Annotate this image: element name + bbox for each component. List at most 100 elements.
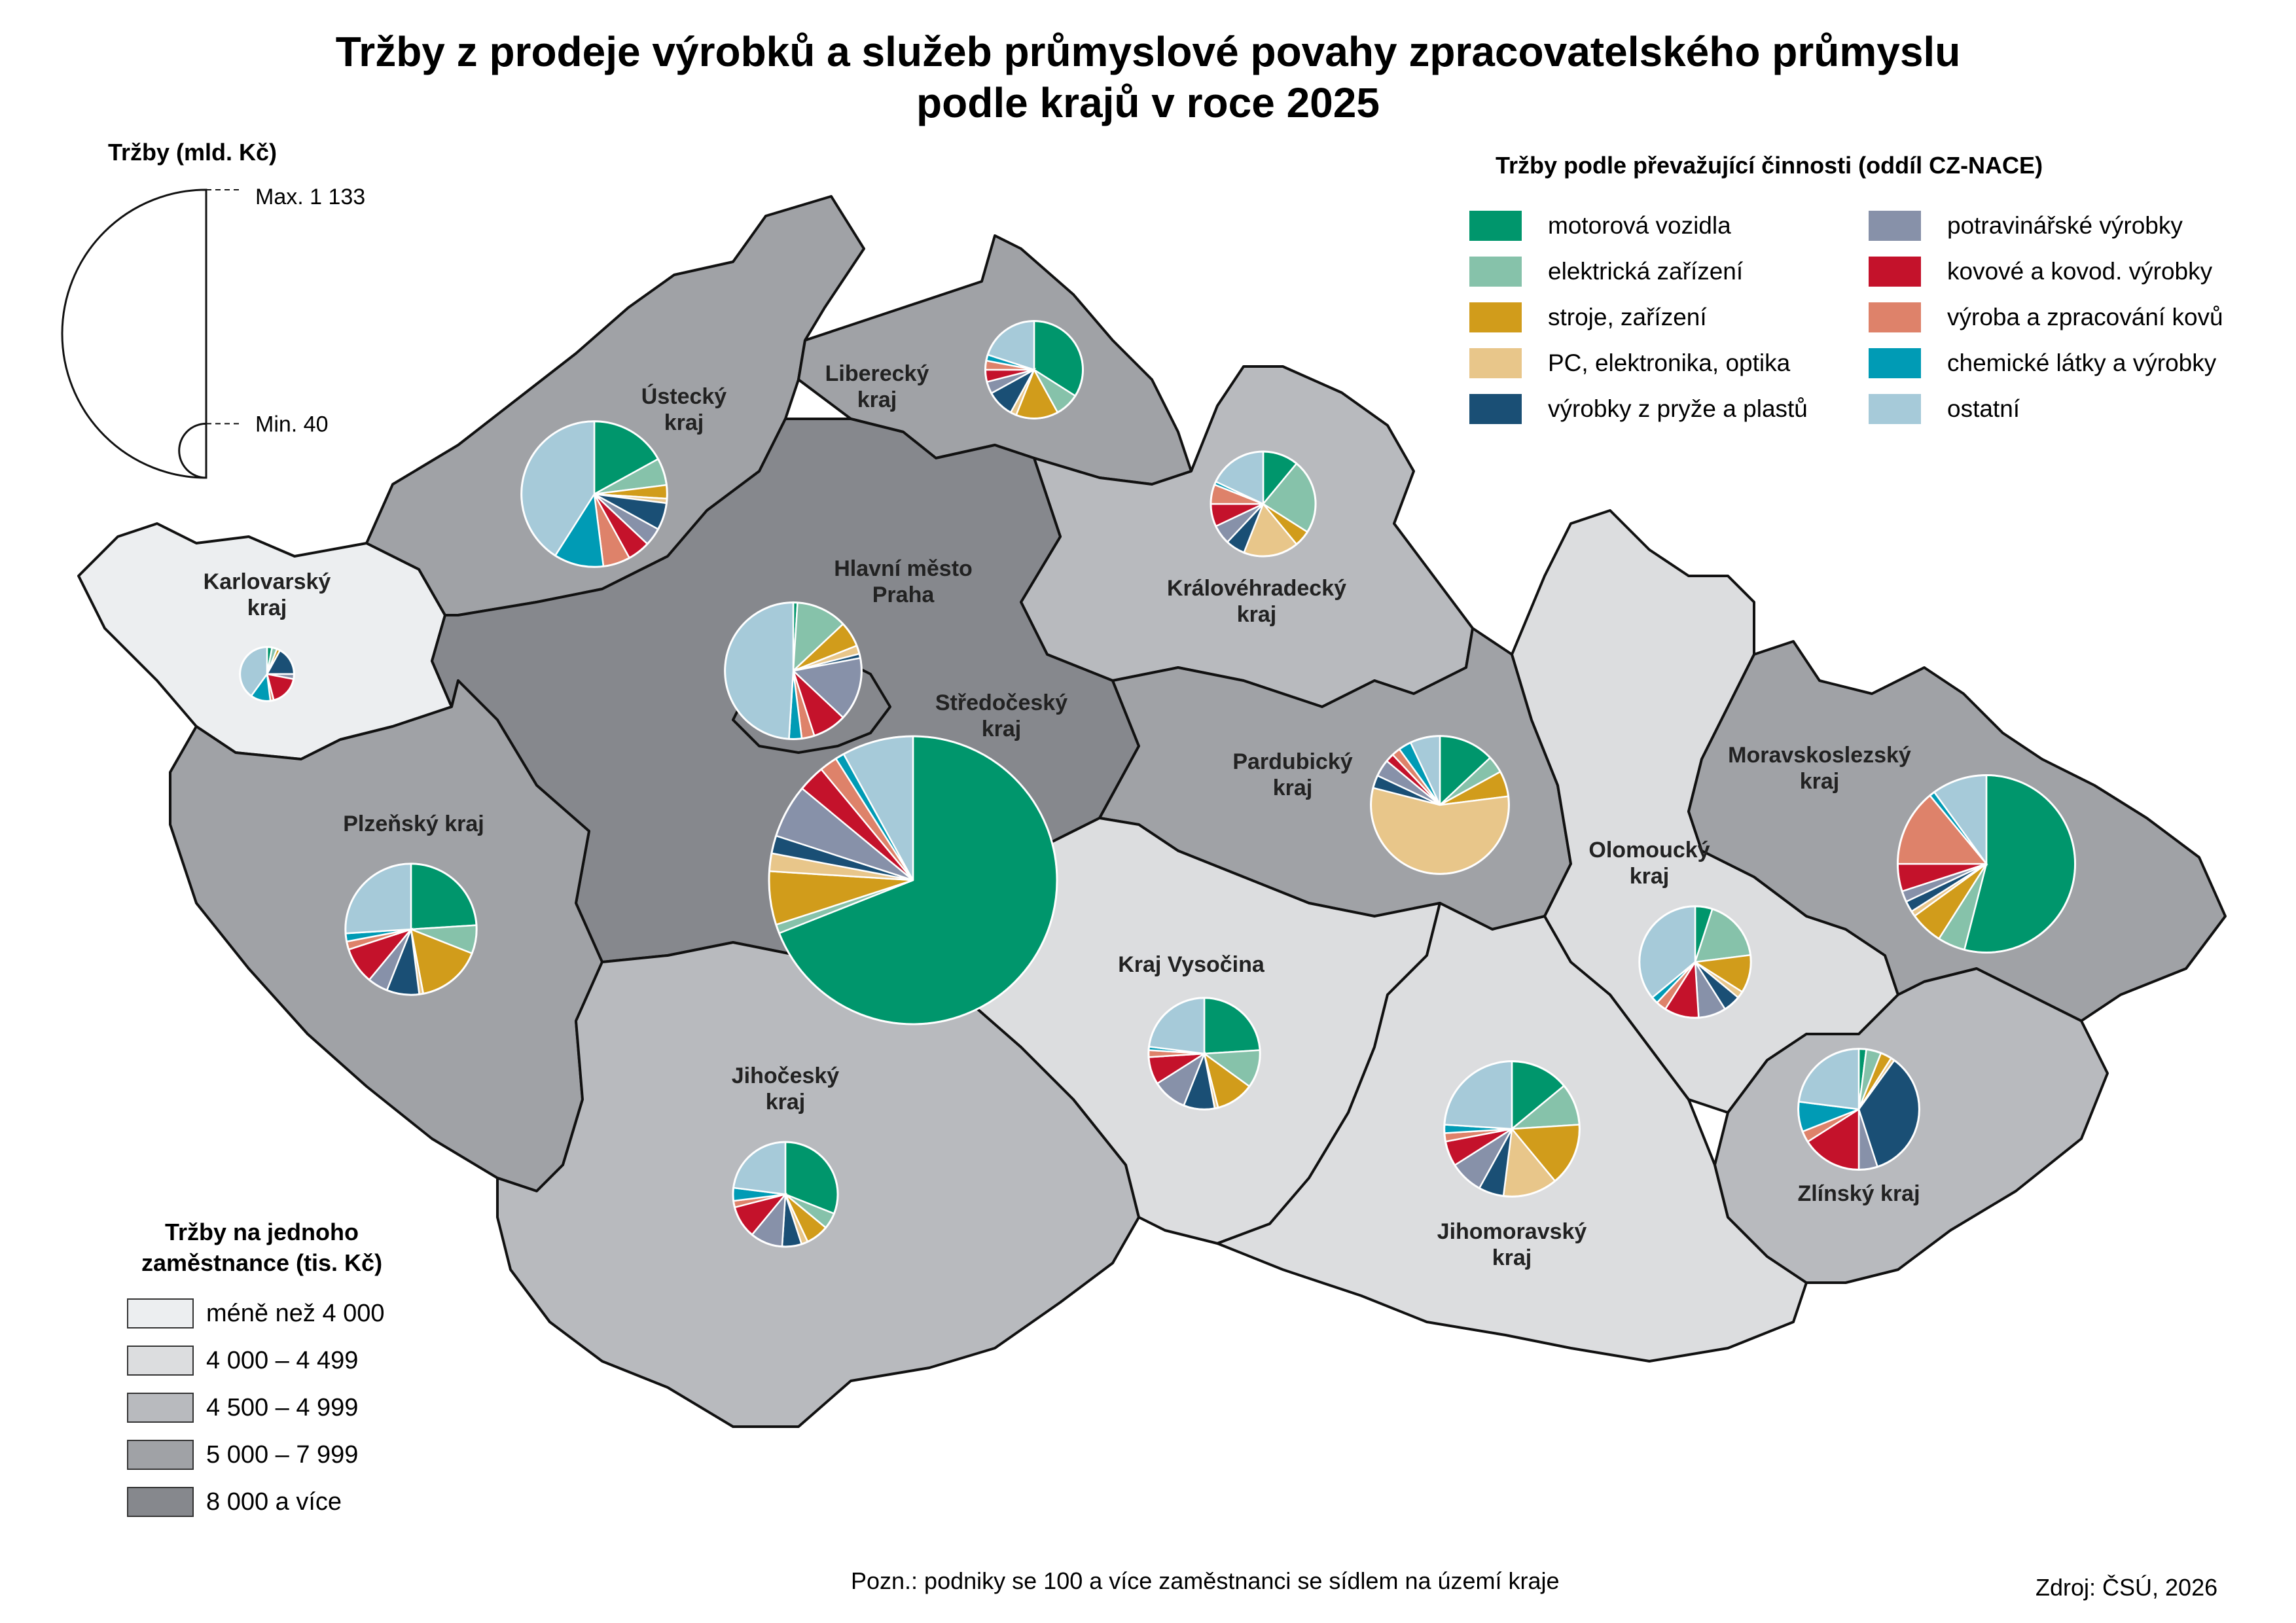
pie-outline	[732, 1141, 839, 1248]
region-label-line: kraj	[1492, 1245, 1532, 1270]
choropleth-swatch-0	[127, 1298, 194, 1329]
pie-outline	[1210, 450, 1317, 558]
region-label-line: kraj	[1800, 769, 1840, 794]
region-label-line: Olomoucký	[1588, 838, 1710, 863]
activity-legend-title: Tržby podle převažující činnosti (oddíl …	[1496, 152, 2043, 179]
legend-swatch-other	[1869, 394, 1921, 424]
choropleth-swatch-4	[127, 1487, 194, 1517]
pie-outline	[1147, 997, 1261, 1111]
pie-vysocina	[1147, 997, 1261, 1111]
pie-pardubicky	[1370, 735, 1510, 875]
pie-outline	[984, 319, 1085, 420]
pie-outline	[724, 601, 863, 740]
legend-swatch-mach	[1469, 302, 1522, 332]
pie-praha	[724, 601, 863, 740]
legend-label-chem: chemické látky a výrobky	[1947, 349, 2217, 376]
legend-swatch-elec	[1469, 257, 1522, 287]
region-label-line: Jihočeský	[732, 1063, 840, 1088]
legend-swatch-food	[1869, 211, 1921, 241]
size-legend-min-circle	[178, 422, 207, 479]
region-label-line: Kraj Vysočina	[1118, 952, 1265, 977]
choropleth-legend-title-1: Tržby na jednoho	[165, 1219, 359, 1245]
region-label-line: kraj	[247, 596, 287, 620]
region-label-ustecky: Ústecký kraj	[641, 384, 727, 435]
size-legend-min-label: Min. 40	[255, 412, 329, 437]
legend-label-rubber: výrobky z pryže a plastů	[1548, 395, 1808, 422]
choropleth-swatch-1	[127, 1346, 194, 1376]
pie-liberecky	[984, 319, 1085, 420]
choropleth-legend-title-2: zaměstnance (tis. Kč)	[141, 1249, 382, 1276]
choropleth-label-3: 5 000 – 7 999	[206, 1441, 358, 1469]
legend-swatch-pc	[1469, 348, 1522, 378]
legend-label-metal: výroba a zpracování kovů	[1947, 304, 2223, 330]
region-label-line: Hlavní město	[834, 556, 973, 581]
region-label-line: kraj	[857, 387, 897, 412]
choropleth-label-0: méně než 4 000	[206, 1300, 385, 1327]
region-label-line: kraj	[1273, 776, 1313, 800]
pie-outline	[1896, 774, 2077, 954]
legend-label-metalprod: kovové a kovod. výrobky	[1947, 258, 2213, 285]
region-label-line: Královéhradecký	[1167, 576, 1346, 601]
region-label-vysocina: Kraj Vysočina	[1118, 952, 1265, 977]
size-legend-max-circle	[61, 188, 207, 479]
choropleth-label-4: 8 000 a více	[206, 1488, 342, 1516]
region-label-line: kraj	[1630, 864, 1670, 889]
title-line-2: podle krajů v roce 2025	[916, 79, 1380, 126]
region-label-line: Praha	[872, 582, 935, 607]
region-label-line: Plzeňský kraj	[343, 812, 484, 836]
region-label-pardubicky: Pardubický kraj	[1232, 749, 1352, 800]
legend-swatch-motor	[1469, 211, 1522, 241]
pie-plzensky	[344, 863, 478, 996]
pie-outline	[1443, 1060, 1581, 1198]
legend-swatch-rubber	[1469, 394, 1522, 424]
legend-swatch-chem	[1869, 348, 1921, 378]
pie-moravskoslezsky	[1896, 774, 2077, 954]
choropleth-label-2: 4 500 – 4 999	[206, 1394, 358, 1421]
region-label-jihocesky: Jihočeský kraj	[732, 1063, 840, 1115]
pie-kralovehradecky	[1210, 450, 1317, 558]
pie-jihomoravsky	[1443, 1060, 1581, 1198]
size-legend-title: Tržby (mld. Kč)	[108, 139, 277, 166]
pie-outline	[520, 420, 668, 568]
region-label-karlovarsky: Karlovarský kraj	[204, 569, 331, 620]
pie-stredocesky	[768, 735, 1058, 1026]
region-label-line: Ústecký	[641, 384, 727, 409]
region-label-stredocesky: Středočeský kraj	[935, 690, 1067, 741]
pie-ustecky	[520, 420, 668, 568]
region-label-praha: Hlavní město Praha	[834, 556, 973, 607]
legend-label-mach: stroje, zařízení	[1548, 304, 1707, 330]
title-line-1: Tržby z prodeje výrobků a služeb průmysl…	[335, 28, 1961, 75]
pie-outline	[1370, 735, 1510, 875]
legend-label-motor: motorová vozidla	[1548, 212, 1731, 239]
region-label-plzensky: Plzeňský kraj	[343, 812, 484, 836]
legend-swatch-metal	[1869, 302, 1921, 332]
pie-olomoucky	[1638, 905, 1752, 1019]
region-label-moravskoslezsky: Moravskoslezský kraj	[1728, 743, 1911, 794]
choropleth-swatch-3	[127, 1440, 194, 1470]
legend-label-elec: elektrická zařízení	[1548, 258, 1744, 285]
legend-label-other: ostatní	[1947, 395, 2020, 422]
map-title: Tržby z prodeje výrobků a služeb průmysl…	[0, 26, 2296, 128]
pie-outline	[1638, 905, 1752, 1019]
legend-swatch-metalprod	[1869, 257, 1921, 287]
legend-label-pc: PC, elektronika, optika	[1548, 349, 1791, 376]
choropleth-legend: Tržby na jednoho zaměstnance (tis. Kč) m…	[127, 1219, 385, 1517]
pie-outline	[1797, 1048, 1920, 1171]
region-label-line: Středočeský	[935, 690, 1067, 715]
legend-label-food: potravinářské výrobky	[1947, 212, 2183, 239]
size-legend: Tržby (mld. Kč) Max. 1 133 Min. 40	[61, 139, 365, 479]
region-label-kralovehradecky: Královéhradecký kraj	[1167, 576, 1346, 627]
choropleth-label-1: 4 000 – 4 499	[206, 1347, 358, 1374]
region-label-line: kraj	[766, 1090, 806, 1115]
region-label-liberecky: Liberecký kraj	[825, 361, 929, 412]
region-label-line: Liberecký	[825, 361, 929, 386]
choropleth-swatch-2	[127, 1393, 194, 1423]
region-label-line: Zlínský kraj	[1797, 1181, 1920, 1206]
pie-zlinsky	[1797, 1048, 1920, 1171]
region-label-line: Pardubický	[1232, 749, 1352, 774]
region-label-jihomoravsky: Jihomoravský kraj	[1437, 1219, 1587, 1270]
region-label-line: Jihomoravský	[1437, 1219, 1587, 1244]
region-label-olomoucky: Olomoucký kraj	[1588, 838, 1710, 889]
footnote: Pozn.: podniky se 100 a více zaměstnanci…	[851, 1567, 1560, 1594]
